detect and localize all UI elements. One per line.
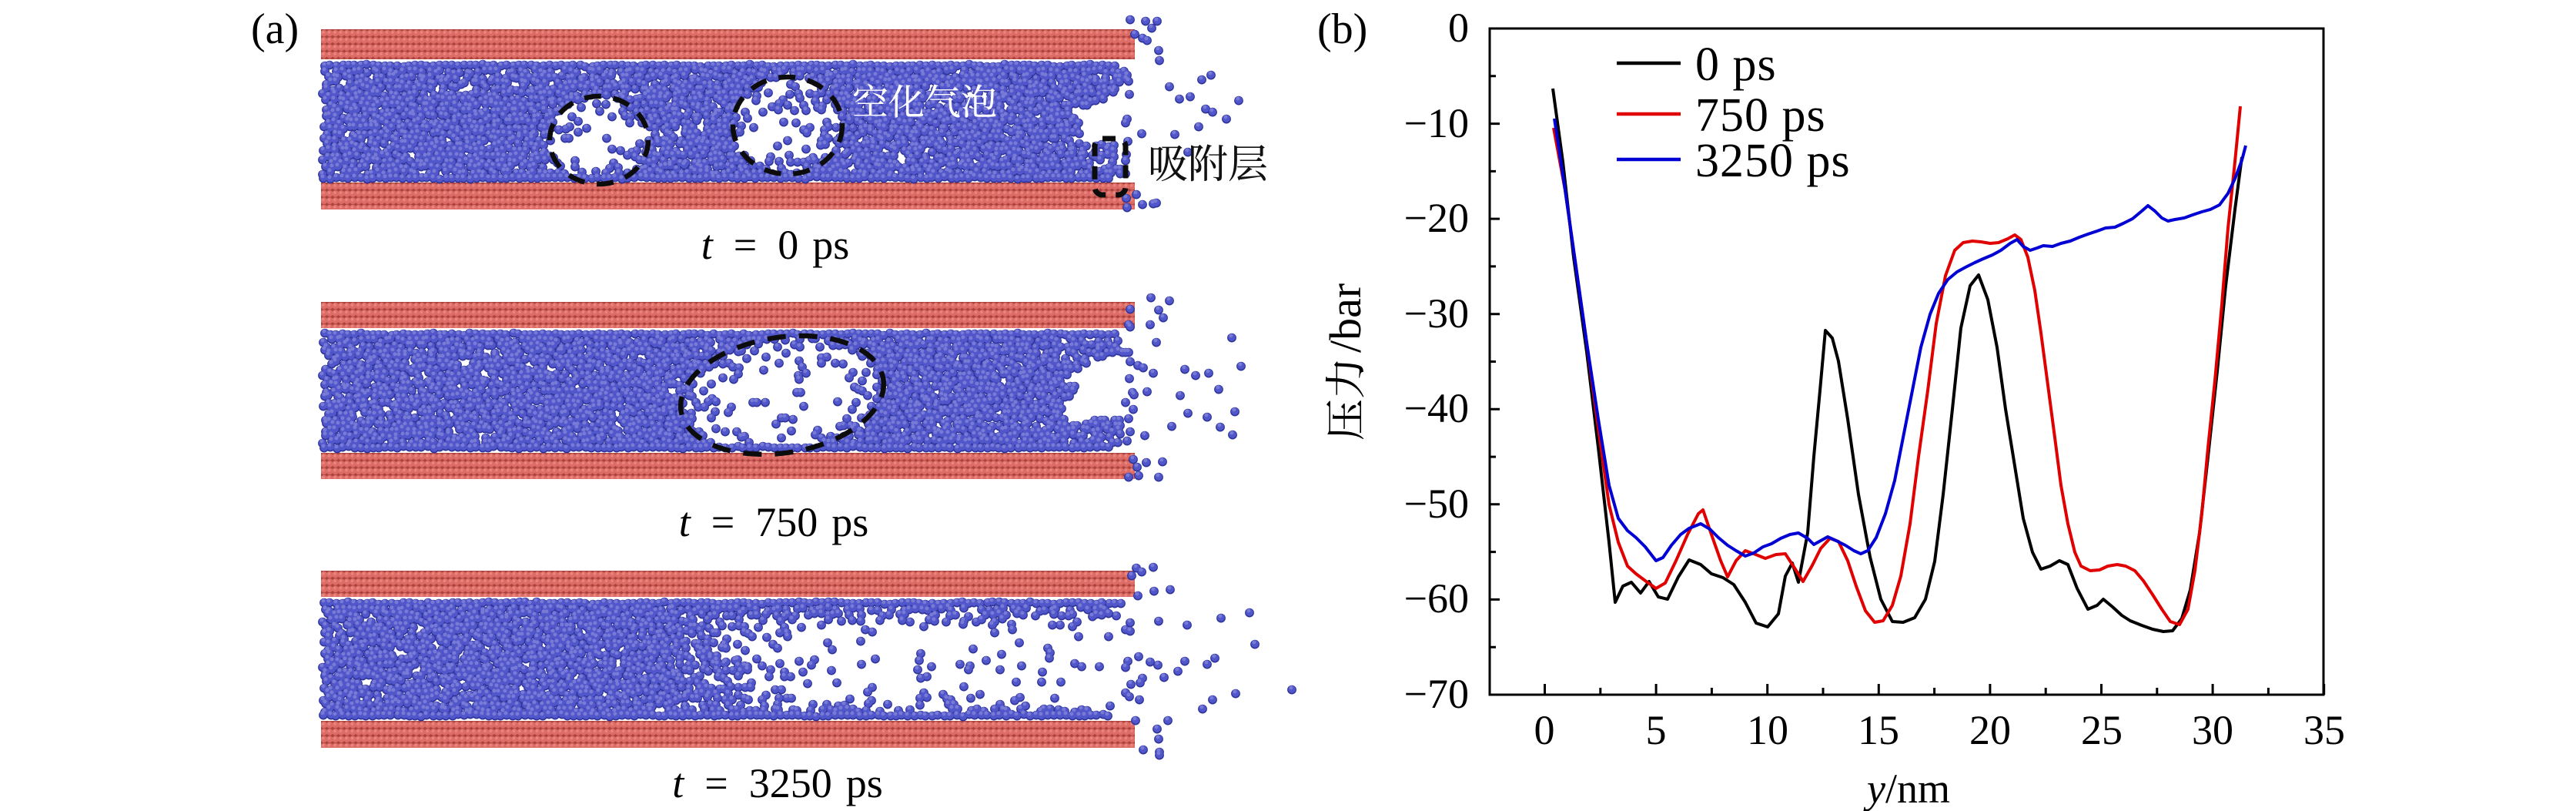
svg-text:30: 30	[2192, 707, 2233, 753]
svg-text:5: 5	[1646, 707, 1667, 753]
svg-text:0: 0	[1448, 5, 1469, 51]
svg-text:(a): (a)	[251, 5, 299, 53]
svg-text:−20: −20	[1404, 195, 1469, 241]
svg-text:/bar: /bar	[1320, 283, 1370, 353]
svg-text:(b): (b)	[1317, 5, 1367, 53]
svg-text:−70: −70	[1404, 671, 1469, 717]
svg-text:y/nm: y/nm	[1863, 766, 1950, 811]
svg-text:3250 ps: 3250 ps	[1695, 135, 1851, 187]
svg-text:35: 35	[2303, 707, 2345, 753]
svg-text:−10: −10	[1404, 100, 1469, 146]
svg-text:20: 20	[1969, 707, 2011, 753]
svg-text:10: 10	[1747, 707, 1788, 753]
svg-text:−40: −40	[1404, 385, 1469, 431]
svg-text:t = 750 ps: t = 750 ps	[679, 499, 869, 545]
svg-text:0 ps: 0 ps	[1695, 39, 1777, 91]
svg-text:0: 0	[1534, 707, 1555, 753]
svg-text:t = 3250 ps: t = 3250 ps	[672, 760, 883, 806]
svg-text:25: 25	[2081, 707, 2123, 753]
svg-text:−60: −60	[1404, 575, 1469, 622]
svg-text:t = 0 ps: t = 0 ps	[701, 222, 850, 268]
svg-text:−50: −50	[1404, 481, 1469, 527]
svg-text:−30: −30	[1404, 290, 1469, 337]
svg-text:750 ps: 750 ps	[1695, 89, 1826, 142]
svg-text:15: 15	[1858, 707, 1899, 753]
